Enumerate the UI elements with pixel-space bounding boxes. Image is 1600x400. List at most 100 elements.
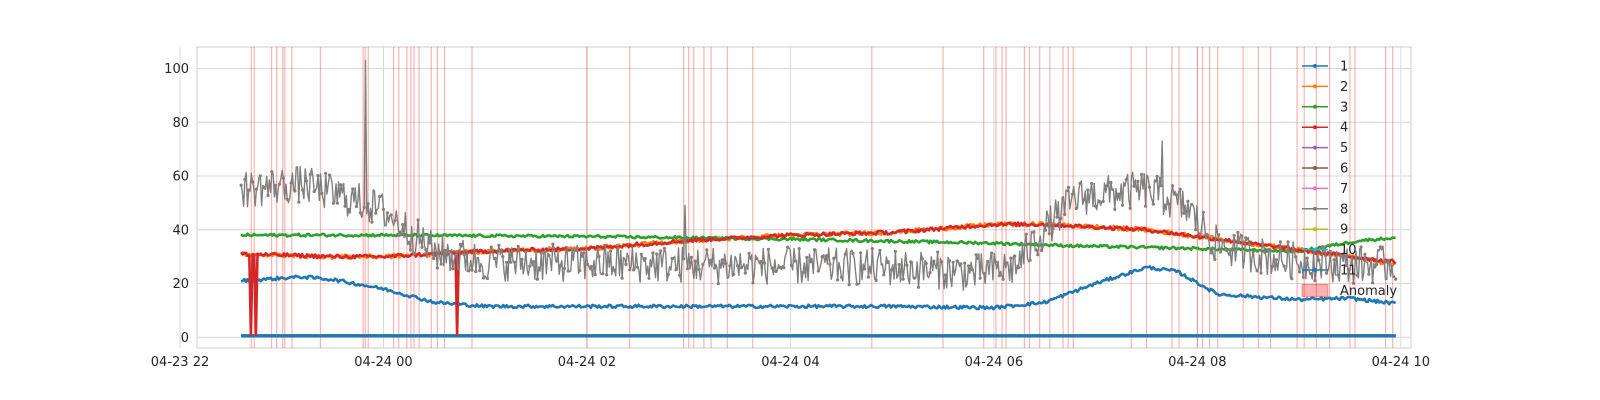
series-8-point (932, 259, 936, 263)
series-8-point (824, 254, 828, 258)
x-tick-label: 04-24 06 (965, 355, 1023, 370)
series-8-point (1255, 269, 1259, 273)
series-8-point (678, 273, 682, 277)
series-8-point (732, 272, 736, 276)
series-8-point (924, 261, 928, 265)
series-8-point (385, 211, 389, 215)
series-8-point (1074, 206, 1078, 211)
series-8-point (1124, 177, 1128, 182)
legend-marker-8 (1313, 206, 1317, 211)
series-8-point (916, 285, 921, 289)
series-8-point (712, 266, 717, 270)
x-tick-label: 04-23 22 (151, 355, 209, 370)
series-8-point (593, 272, 597, 277)
series-8-point (893, 249, 898, 253)
anomaly-band (418, 47, 420, 348)
series-8-point (1140, 172, 1144, 176)
series-8-point (1005, 261, 1009, 265)
series-8-point (651, 251, 655, 255)
series-8-point (1032, 230, 1036, 234)
series-8-point (743, 271, 747, 275)
y-tick-label: 20 (172, 277, 189, 292)
series-8-point (851, 251, 855, 256)
plot-background (196, 46, 1412, 349)
series-8-point (1382, 259, 1386, 263)
series-8-point (435, 266, 439, 270)
legend-label-6: 6 (1340, 162, 1348, 177)
anomaly-band (1354, 47, 1356, 348)
series-8-point (1294, 255, 1298, 259)
series-8-point (1217, 233, 1221, 237)
series-8-point (1132, 184, 1136, 188)
legend: 1 2 3 4 5 6 7 8 9 10 11 Anomaly (1301, 60, 1397, 299)
anomaly-bands (250, 47, 1394, 348)
series-8-point (462, 253, 466, 257)
series-8-point (466, 269, 470, 273)
series-8-point (277, 182, 282, 186)
series-8-point (1271, 264, 1275, 268)
series-8-point (304, 179, 309, 183)
series-8-point (574, 248, 578, 252)
series-8-point (1136, 179, 1140, 183)
series-8-point (605, 273, 609, 277)
series-8-point (1186, 199, 1190, 203)
series-8-point (1016, 266, 1021, 270)
series-8-point (266, 193, 270, 197)
series-8-point (281, 176, 285, 180)
legend-marker-2 (1313, 84, 1317, 89)
series-8-point (1117, 192, 1121, 196)
series-8-point (520, 257, 524, 261)
anomaly-band (398, 47, 400, 348)
anomaly-band (1171, 47, 1173, 348)
series-8-point (1043, 228, 1048, 232)
series-8-point (362, 205, 366, 209)
legend-label-9: 9 (1340, 223, 1348, 238)
series-8-point (1055, 215, 1059, 219)
anomaly-band (406, 47, 408, 348)
series-8-point (393, 218, 397, 223)
series-8-point (562, 266, 567, 270)
anomaly-band (1005, 47, 1007, 348)
series-8-point (547, 253, 551, 257)
series-8-point (1093, 204, 1098, 208)
series-8-point (1028, 258, 1032, 262)
series-8-point (809, 260, 813, 264)
series-8-point (316, 174, 320, 178)
series-8-point (1351, 281, 1355, 285)
anomaly-band (1001, 47, 1003, 348)
series-8-point (1317, 258, 1321, 262)
legend-label-11: 11 (1340, 264, 1357, 279)
series-8-point (643, 256, 647, 261)
anomaly-band (703, 47, 705, 348)
series-8-point (1024, 232, 1028, 236)
anomaly-band (364, 47, 366, 348)
series-8-point (1201, 210, 1205, 214)
anomaly-band (752, 47, 754, 348)
anomaly-band (410, 47, 412, 348)
series-8-point (320, 191, 324, 196)
series-8-point (951, 260, 955, 264)
legend-label-5: 5 (1340, 141, 1348, 156)
series-8-point (874, 278, 878, 283)
series-8-point (285, 197, 289, 201)
series-8-point (516, 244, 520, 248)
anomaly-band (1201, 47, 1204, 348)
legend-marker-6 (1313, 166, 1317, 170)
series-8-point (239, 183, 243, 187)
series-8-point (866, 275, 871, 279)
series-8-point (381, 207, 386, 212)
series-8-point (1340, 254, 1344, 258)
legend-marker-11 (1313, 268, 1317, 272)
series-8-point (1209, 251, 1213, 255)
anomaly-band (291, 47, 293, 348)
series-8-point (1236, 230, 1240, 234)
series-8-point (805, 255, 809, 259)
series-8-point (724, 261, 728, 265)
series-8-point (1344, 263, 1348, 268)
y-tick-label: 60 (172, 170, 189, 185)
series-8-point (328, 173, 332, 177)
series-8-point (955, 259, 959, 263)
series-8-point (685, 267, 690, 271)
series-8-point (1367, 272, 1371, 276)
